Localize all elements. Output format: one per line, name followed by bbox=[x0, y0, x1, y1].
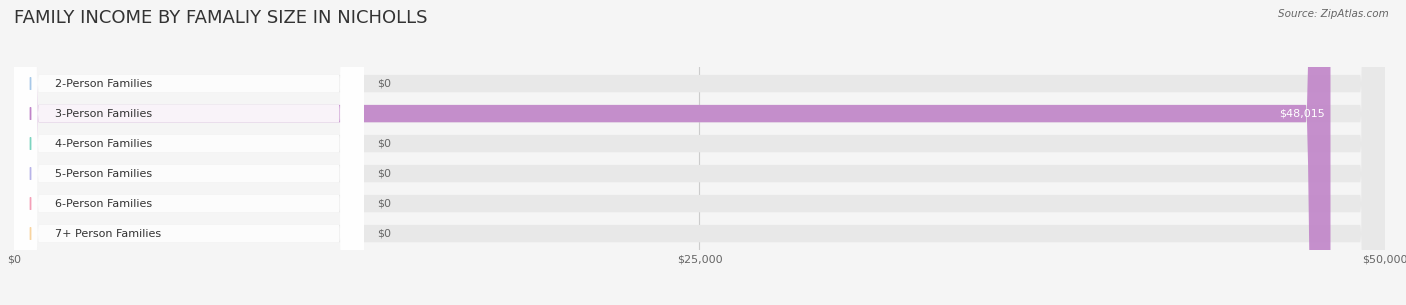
FancyBboxPatch shape bbox=[14, 0, 364, 305]
FancyBboxPatch shape bbox=[14, 0, 364, 305]
Text: 4-Person Families: 4-Person Families bbox=[55, 138, 152, 149]
Text: $0: $0 bbox=[377, 138, 391, 149]
Text: 6-Person Families: 6-Person Families bbox=[55, 199, 152, 209]
Text: $48,015: $48,015 bbox=[1279, 109, 1324, 119]
FancyBboxPatch shape bbox=[14, 0, 1385, 305]
FancyBboxPatch shape bbox=[14, 0, 1385, 305]
Text: 5-Person Families: 5-Person Families bbox=[55, 169, 152, 179]
Text: 3-Person Families: 3-Person Families bbox=[55, 109, 152, 119]
Text: $0: $0 bbox=[377, 169, 391, 179]
Text: FAMILY INCOME BY FAMALIY SIZE IN NICHOLLS: FAMILY INCOME BY FAMALIY SIZE IN NICHOLL… bbox=[14, 9, 427, 27]
FancyBboxPatch shape bbox=[14, 0, 1385, 305]
FancyBboxPatch shape bbox=[14, 0, 364, 305]
FancyBboxPatch shape bbox=[14, 0, 364, 305]
FancyBboxPatch shape bbox=[14, 0, 1385, 305]
Text: $0: $0 bbox=[377, 199, 391, 209]
FancyBboxPatch shape bbox=[14, 0, 1385, 305]
FancyBboxPatch shape bbox=[14, 0, 1385, 305]
Text: 7+ Person Families: 7+ Person Families bbox=[55, 229, 162, 239]
FancyBboxPatch shape bbox=[14, 0, 1330, 305]
Text: $0: $0 bbox=[377, 229, 391, 239]
FancyBboxPatch shape bbox=[14, 0, 364, 305]
FancyBboxPatch shape bbox=[14, 0, 364, 305]
Text: $0: $0 bbox=[377, 79, 391, 88]
Text: Source: ZipAtlas.com: Source: ZipAtlas.com bbox=[1278, 9, 1389, 19]
Text: 2-Person Families: 2-Person Families bbox=[55, 79, 152, 88]
